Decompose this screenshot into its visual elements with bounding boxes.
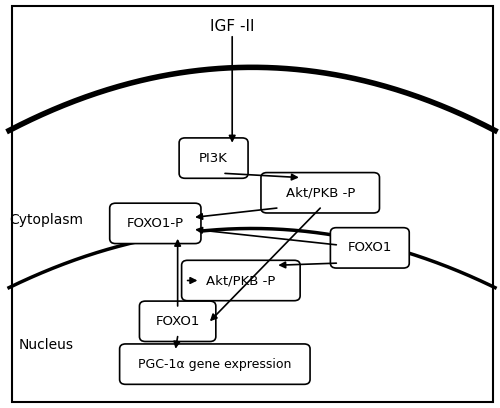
FancyBboxPatch shape [120, 344, 310, 384]
FancyBboxPatch shape [140, 301, 216, 341]
FancyBboxPatch shape [110, 203, 201, 244]
FancyBboxPatch shape [261, 173, 380, 213]
Text: Akt/PKB -P: Akt/PKB -P [286, 186, 355, 199]
FancyBboxPatch shape [182, 260, 300, 301]
Text: PI3K: PI3K [199, 152, 228, 164]
Text: Cytoplasm: Cytoplasm [9, 213, 83, 227]
Text: IGF -II: IGF -II [210, 19, 254, 34]
Text: PGC-1α gene expression: PGC-1α gene expression [138, 358, 292, 370]
FancyBboxPatch shape [179, 138, 248, 178]
Text: FOXO1: FOXO1 [348, 242, 392, 254]
Text: FOXO1: FOXO1 [156, 315, 200, 328]
Text: Nucleus: Nucleus [18, 338, 74, 352]
Text: Akt/PKB -P: Akt/PKB -P [206, 274, 276, 287]
FancyBboxPatch shape [330, 228, 409, 268]
Text: FOXO1-P: FOXO1-P [127, 217, 184, 230]
